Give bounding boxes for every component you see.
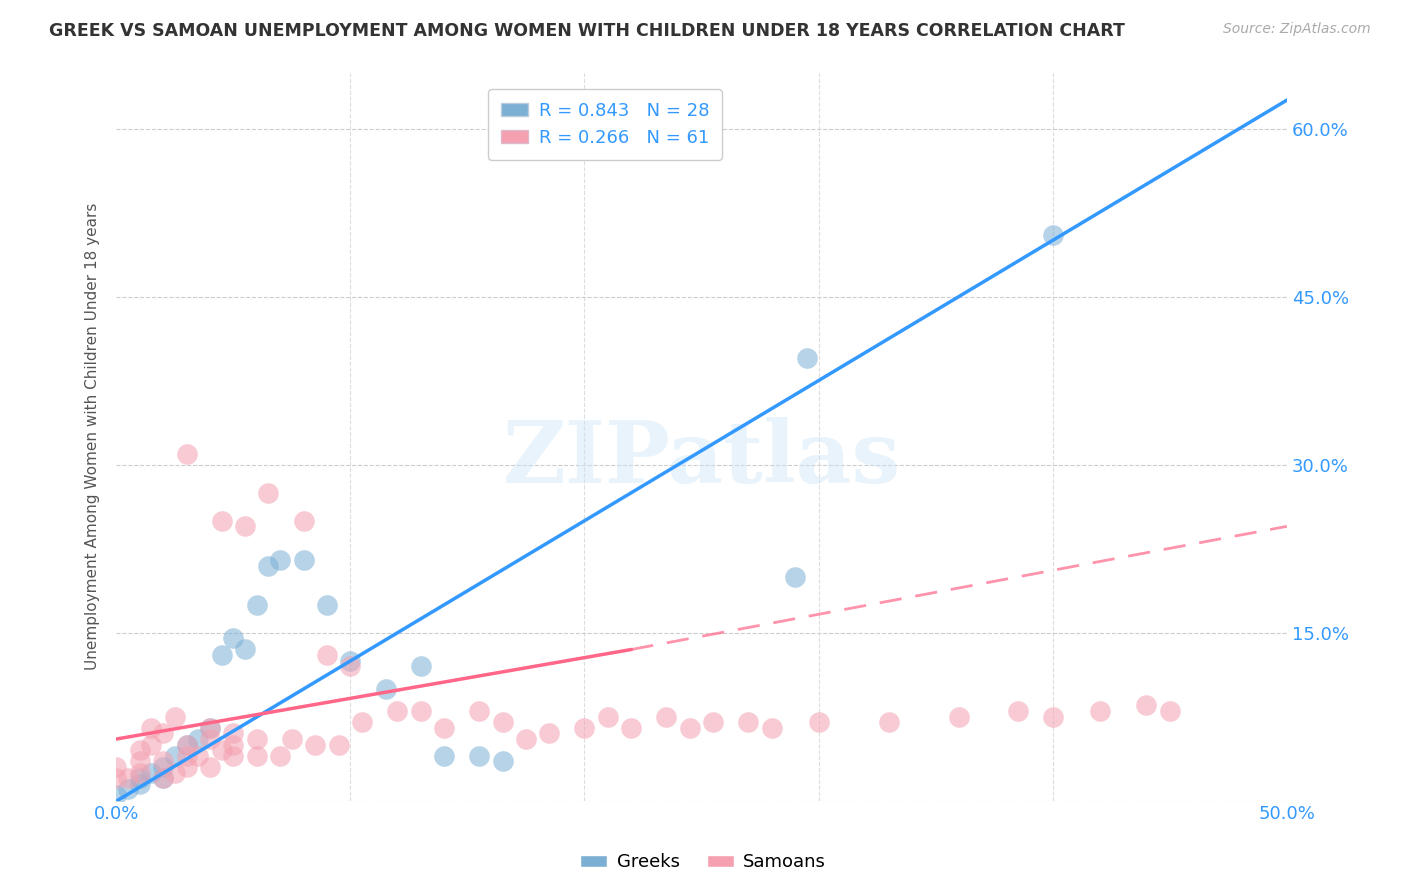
Point <box>339 659 361 673</box>
Point <box>152 771 174 785</box>
Point <box>163 748 186 763</box>
Point <box>1135 698 1157 713</box>
Point <box>128 755 150 769</box>
Point <box>246 732 269 747</box>
Point <box>702 715 724 730</box>
Point <box>468 748 491 763</box>
Point <box>128 743 150 757</box>
Text: ZIPatlas: ZIPatlas <box>502 417 901 500</box>
Point <box>141 721 163 735</box>
Point <box>796 351 818 366</box>
Point <box>198 760 221 774</box>
Point <box>538 726 561 740</box>
Point <box>574 721 596 735</box>
Point <box>211 514 233 528</box>
Point <box>515 732 537 747</box>
Point <box>596 709 619 723</box>
Point <box>211 648 233 662</box>
Point <box>128 771 150 785</box>
Point <box>246 598 269 612</box>
Point <box>655 709 678 723</box>
Point <box>198 721 221 735</box>
Text: GREEK VS SAMOAN UNEMPLOYMENT AMONG WOMEN WITH CHILDREN UNDER 18 YEARS CORRELATIO: GREEK VS SAMOAN UNEMPLOYMENT AMONG WOMEN… <box>49 22 1125 40</box>
Point <box>257 558 280 573</box>
Point <box>1088 704 1111 718</box>
Point <box>105 771 128 785</box>
Point <box>374 681 396 696</box>
Point <box>352 715 374 730</box>
Point <box>316 598 339 612</box>
Y-axis label: Unemployment Among Women with Children Under 18 years: Unemployment Among Women with Children U… <box>86 203 100 671</box>
Point <box>198 732 221 747</box>
Point <box>1042 709 1064 723</box>
Point <box>105 788 128 802</box>
Point <box>176 738 198 752</box>
Legend: R = 0.843   N = 28, R = 0.266   N = 61: R = 0.843 N = 28, R = 0.266 N = 61 <box>488 89 721 160</box>
Point <box>1007 704 1029 718</box>
Point <box>105 760 128 774</box>
Point <box>292 514 315 528</box>
Point <box>433 721 456 735</box>
Point <box>141 765 163 780</box>
Point <box>679 721 702 735</box>
Point <box>222 632 245 646</box>
Point <box>176 760 198 774</box>
Point <box>187 748 209 763</box>
Point <box>152 755 174 769</box>
Point <box>269 553 291 567</box>
Point <box>233 642 256 657</box>
Text: Source: ZipAtlas.com: Source: ZipAtlas.com <box>1223 22 1371 37</box>
Point <box>339 654 361 668</box>
Point <box>409 704 432 718</box>
Point <box>117 771 139 785</box>
Point <box>468 704 491 718</box>
Point <box>222 726 245 740</box>
Point <box>328 738 350 752</box>
Point <box>117 782 139 797</box>
Point <box>785 570 807 584</box>
Point <box>222 748 245 763</box>
Point <box>233 519 256 533</box>
Point <box>281 732 304 747</box>
Point <box>128 777 150 791</box>
Point <box>304 738 326 752</box>
Point <box>620 721 643 735</box>
Point <box>737 715 759 730</box>
Point <box>491 755 513 769</box>
Point <box>761 721 783 735</box>
Point <box>1159 704 1181 718</box>
Point <box>187 732 209 747</box>
Point <box>292 553 315 567</box>
Point <box>141 738 163 752</box>
Point <box>387 704 409 718</box>
Point <box>163 765 186 780</box>
Point <box>176 748 198 763</box>
Point <box>807 715 830 730</box>
Point <box>877 715 900 730</box>
Point <box>176 447 198 461</box>
Point <box>948 709 970 723</box>
Point <box>409 659 432 673</box>
Point <box>152 760 174 774</box>
Point <box>433 748 456 763</box>
Point <box>128 765 150 780</box>
Point <box>257 485 280 500</box>
Point <box>163 709 186 723</box>
Point <box>222 738 245 752</box>
Point <box>198 721 221 735</box>
Point <box>176 738 198 752</box>
Point <box>1042 228 1064 243</box>
Point <box>152 771 174 785</box>
Point <box>152 726 174 740</box>
Point <box>316 648 339 662</box>
Point <box>246 748 269 763</box>
Point <box>269 748 291 763</box>
Legend: Greeks, Samoans: Greeks, Samoans <box>574 847 832 879</box>
Point <box>491 715 513 730</box>
Point <box>211 743 233 757</box>
